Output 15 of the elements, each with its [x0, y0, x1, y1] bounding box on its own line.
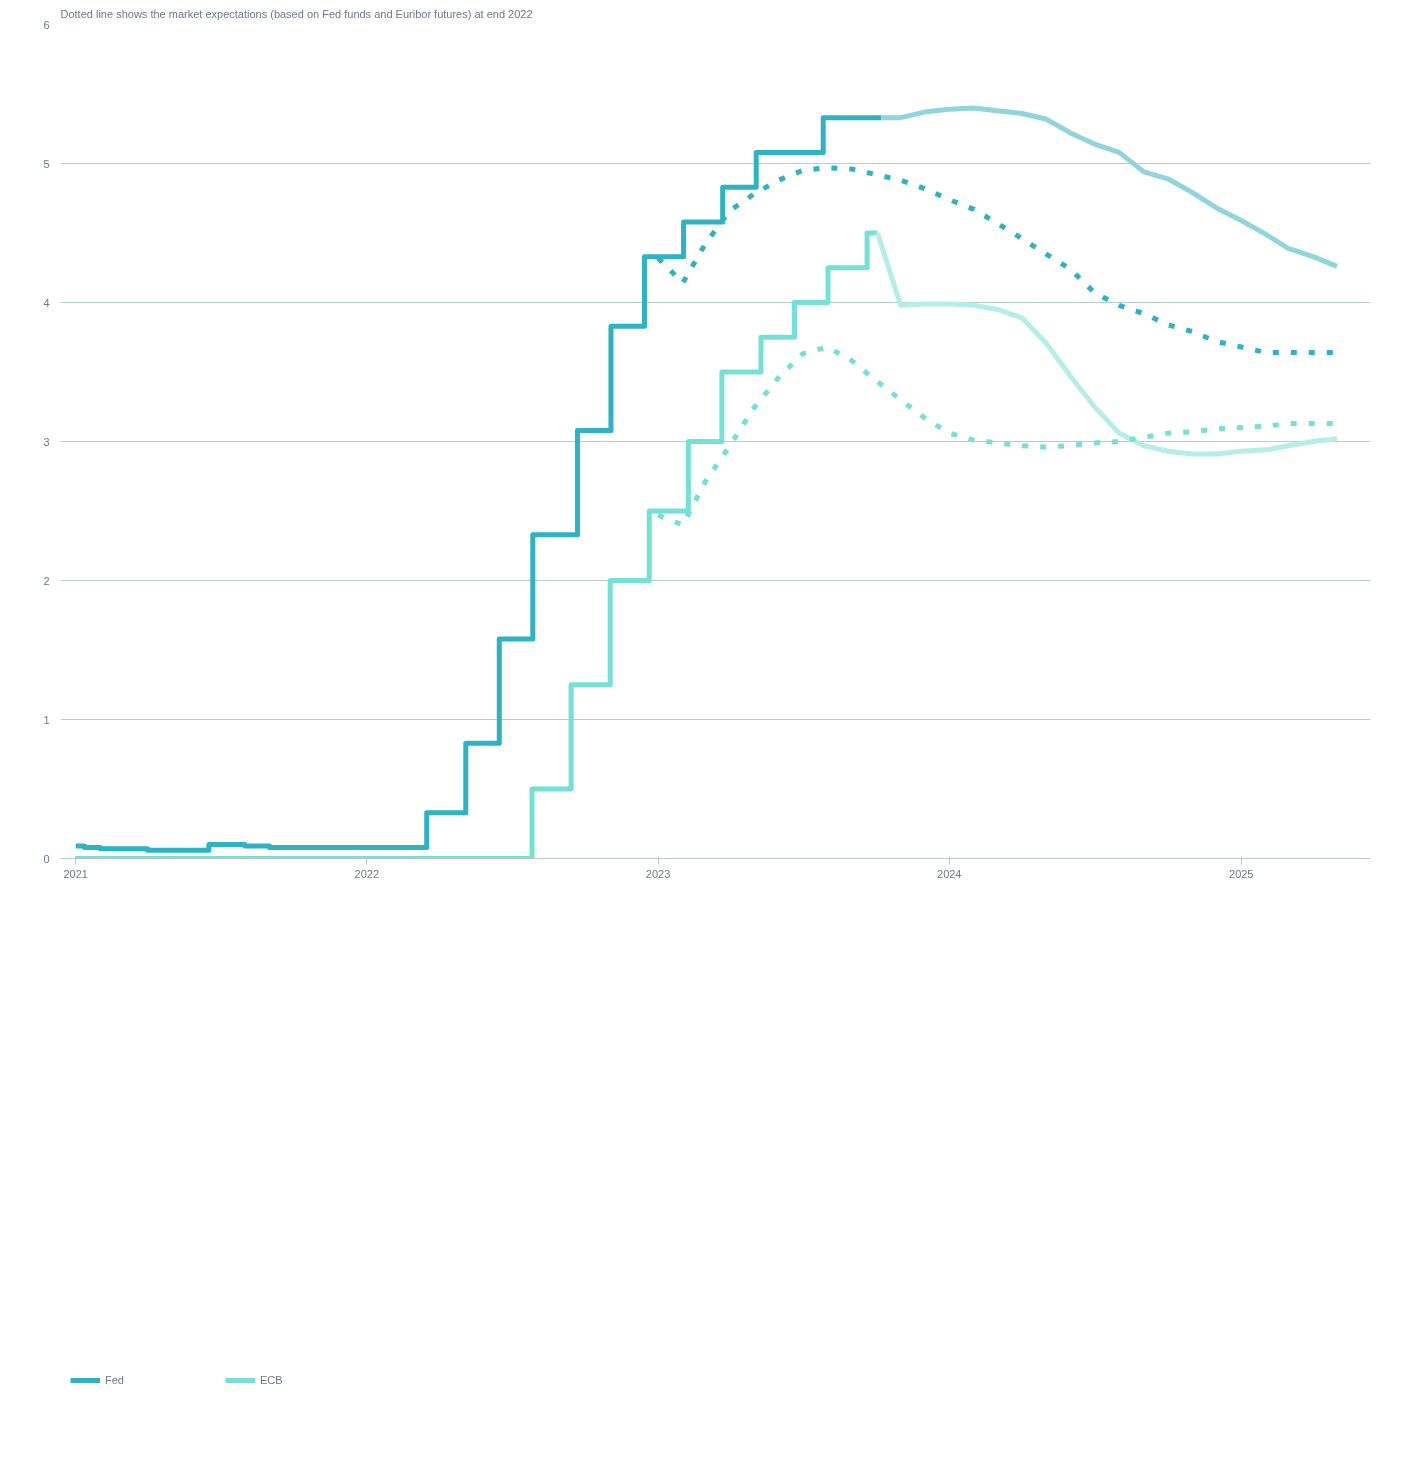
x-tick-label: 2021: [63, 867, 88, 880]
y-tick-label: 6: [43, 18, 50, 31]
x-tick-label: 2024: [937, 867, 962, 880]
x-tick-label: 2022: [354, 867, 380, 880]
chart-subtitle: Dotted line shows the market expectations (based on Fed funds and Euribor futures) at end 2022: [60, 7, 533, 20]
y-tick-label: 0: [43, 852, 50, 865]
y-tick-label: 2: [43, 574, 50, 587]
y-tick-label: 1: [43, 713, 50, 726]
y-tick-label: 4: [43, 296, 50, 309]
x-tick-label: 2025: [1229, 867, 1254, 880]
legend-label: Fed: [105, 1374, 125, 1386]
legend-label: ECB: [260, 1374, 283, 1386]
y-tick-label: 3: [43, 435, 50, 448]
x-tick-label: 2023: [645, 867, 671, 880]
y-tick-label: 5: [43, 157, 50, 170]
